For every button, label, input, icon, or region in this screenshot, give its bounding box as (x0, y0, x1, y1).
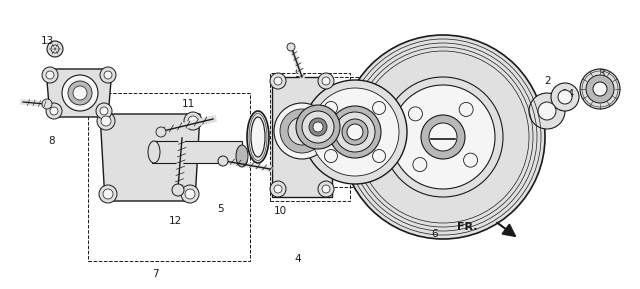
Circle shape (274, 103, 330, 159)
Circle shape (459, 102, 473, 116)
Circle shape (342, 119, 368, 145)
Circle shape (408, 107, 422, 121)
Text: 15: 15 (303, 136, 317, 146)
Text: FR.: FR. (458, 222, 478, 232)
Bar (88, 93, 250, 261)
Text: 1: 1 (326, 189, 333, 199)
Bar (270, 73, 350, 201)
Circle shape (324, 101, 337, 114)
Circle shape (73, 86, 87, 100)
Circle shape (463, 153, 477, 167)
Circle shape (341, 35, 545, 239)
Circle shape (62, 75, 98, 111)
Circle shape (303, 80, 407, 184)
Text: 10: 10 (273, 206, 287, 216)
Circle shape (322, 185, 330, 193)
Circle shape (586, 75, 614, 103)
Bar (308, 77, 438, 187)
Circle shape (46, 71, 54, 79)
Text: 6: 6 (432, 229, 438, 239)
Circle shape (50, 107, 58, 115)
Circle shape (274, 185, 282, 193)
Ellipse shape (236, 145, 248, 167)
Text: 7: 7 (152, 269, 158, 279)
Circle shape (318, 181, 334, 197)
Circle shape (104, 71, 112, 79)
Circle shape (42, 99, 52, 109)
Circle shape (274, 77, 282, 85)
Circle shape (47, 41, 63, 57)
Text: 11: 11 (181, 99, 195, 109)
Circle shape (68, 81, 92, 105)
Circle shape (551, 83, 579, 111)
Text: 5: 5 (217, 204, 223, 214)
Text: 3: 3 (598, 69, 604, 79)
Circle shape (181, 185, 199, 203)
Text: 8: 8 (49, 136, 55, 146)
Text: 2: 2 (545, 76, 551, 86)
Polygon shape (46, 69, 112, 117)
Ellipse shape (148, 141, 160, 163)
Circle shape (184, 112, 202, 130)
Circle shape (383, 77, 503, 197)
Circle shape (309, 118, 327, 136)
Circle shape (318, 73, 334, 89)
Circle shape (185, 189, 195, 199)
Circle shape (218, 156, 228, 166)
Circle shape (99, 185, 117, 203)
Circle shape (372, 101, 385, 114)
Circle shape (270, 181, 286, 197)
Text: 13: 13 (40, 36, 54, 46)
Circle shape (96, 103, 112, 119)
Circle shape (372, 149, 385, 162)
Circle shape (42, 67, 58, 83)
Circle shape (580, 69, 620, 109)
Circle shape (529, 93, 565, 129)
Circle shape (103, 189, 113, 199)
Circle shape (429, 123, 457, 151)
Circle shape (188, 116, 198, 126)
Circle shape (46, 103, 62, 119)
Circle shape (322, 77, 330, 85)
Circle shape (280, 109, 324, 153)
Circle shape (558, 90, 572, 104)
Circle shape (538, 102, 556, 120)
Circle shape (391, 85, 495, 189)
Circle shape (313, 122, 323, 132)
Text: 12: 12 (168, 216, 182, 226)
Circle shape (287, 43, 295, 51)
Circle shape (335, 112, 375, 152)
Text: 14: 14 (561, 89, 575, 99)
Text: 9: 9 (294, 69, 301, 79)
Circle shape (329, 106, 381, 158)
Circle shape (51, 45, 59, 53)
Circle shape (156, 127, 166, 137)
Text: 4: 4 (294, 254, 301, 264)
Circle shape (593, 82, 607, 96)
Bar (152, 141, 242, 163)
Circle shape (421, 115, 465, 159)
Circle shape (311, 88, 399, 176)
Circle shape (296, 105, 340, 149)
Ellipse shape (251, 117, 265, 157)
Circle shape (172, 184, 184, 196)
Circle shape (288, 117, 316, 145)
Circle shape (347, 124, 363, 140)
Ellipse shape (247, 111, 269, 163)
Polygon shape (100, 114, 200, 201)
Circle shape (100, 107, 108, 115)
Circle shape (302, 111, 334, 143)
Circle shape (97, 112, 115, 130)
Circle shape (324, 149, 337, 162)
Circle shape (270, 73, 286, 89)
Polygon shape (272, 77, 332, 197)
Circle shape (101, 116, 111, 126)
Circle shape (100, 67, 116, 83)
Circle shape (413, 158, 427, 172)
